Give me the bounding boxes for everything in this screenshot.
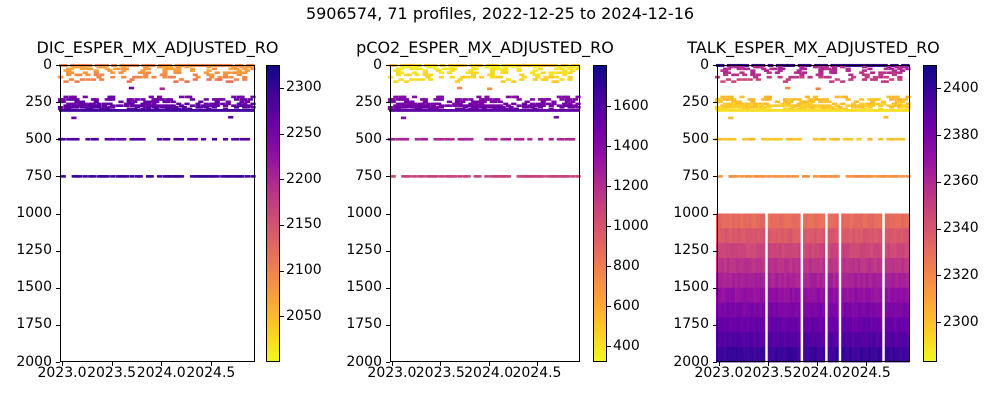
colorbar-tick-label: 1400 bbox=[613, 137, 649, 154]
x-tick-label: 2023.5 bbox=[87, 365, 137, 381]
y-tick-label: 1500 bbox=[16, 279, 52, 296]
colorbar-tick-label: 1200 bbox=[613, 177, 649, 194]
x-tick-label: 2024.5 bbox=[186, 365, 236, 381]
colorbar-tick-label: 2360 bbox=[943, 173, 979, 190]
y-tick-label: 1250 bbox=[673, 242, 709, 259]
y-tick-label: 750 bbox=[682, 167, 709, 184]
y-tick-label: 0 bbox=[700, 56, 709, 73]
colorbar-tick-label: 2300 bbox=[943, 313, 979, 330]
y-tick-label: 2000 bbox=[16, 353, 52, 370]
y-tick-label: 500 bbox=[682, 130, 709, 147]
subplot-title-pco2: pCO2_ESPER_MX_ADJUSTED_RO bbox=[356, 38, 614, 57]
x-tick-label: 2023.5 bbox=[743, 365, 793, 381]
y-tick-label: 0 bbox=[373, 56, 382, 73]
y-tick-label: 750 bbox=[25, 167, 52, 184]
x-tick-label: 2024.0 bbox=[464, 365, 514, 381]
y-tick-label: 2000 bbox=[346, 353, 382, 370]
y-tick-label: 250 bbox=[355, 93, 382, 110]
x-tick-label: 2023.0 bbox=[367, 365, 417, 381]
colorbar-tick-label: 2150 bbox=[286, 216, 322, 233]
y-tick-label: 500 bbox=[355, 130, 382, 147]
x-tick-label: 2023.5 bbox=[415, 365, 465, 381]
y-tick-label: 750 bbox=[355, 167, 382, 184]
colorbar-tick-label: 1600 bbox=[613, 97, 649, 114]
x-tick-label: 2024.0 bbox=[792, 365, 842, 381]
y-tick-label: 1750 bbox=[346, 316, 382, 333]
y-tick-label: 0 bbox=[43, 56, 52, 73]
y-tick-label: 250 bbox=[682, 93, 709, 110]
y-tick-label: 1750 bbox=[673, 316, 709, 333]
y-tick-label: 1000 bbox=[673, 205, 709, 221]
y-tick-label: 1250 bbox=[16, 242, 52, 259]
x-tick-label: 2024.5 bbox=[841, 365, 891, 381]
colorbar-tick-label: 600 bbox=[613, 297, 640, 314]
colorbar-tick-label: 2100 bbox=[286, 262, 322, 279]
colorbar-tick-label: 2340 bbox=[943, 220, 979, 237]
y-tick-label: 1500 bbox=[673, 279, 709, 296]
y-tick-label: 250 bbox=[25, 93, 52, 110]
colorbar-tick-label: 2380 bbox=[943, 126, 979, 143]
colorbar-tick-label: 2200 bbox=[286, 170, 322, 187]
y-tick-label: 1000 bbox=[346, 205, 382, 221]
subplot-title-dic: DIC_ESPER_MX_ADJUSTED_RO bbox=[36, 38, 279, 57]
colorbar-tick-label: 800 bbox=[613, 257, 640, 274]
y-tick-label: 1500 bbox=[346, 279, 382, 296]
colorbar-tick-label: 2300 bbox=[286, 79, 322, 96]
colorbar-tick-label: 1000 bbox=[613, 217, 649, 234]
y-tick-label: 500 bbox=[25, 130, 52, 147]
subplot-title-talk: TALK_ESPER_MX_ADJUSTED_RO bbox=[687, 38, 940, 57]
colorbar-tick-label: 2320 bbox=[943, 266, 979, 283]
colorbar-tick-label: 2400 bbox=[943, 79, 979, 96]
x-tick-label: 2023.0 bbox=[694, 365, 744, 381]
y-tick-label: 2000 bbox=[673, 353, 709, 370]
dic-section-canvas bbox=[50, 56, 290, 370]
colorbar-tick-label: 2050 bbox=[286, 307, 322, 324]
talk-section-canvas bbox=[707, 56, 947, 370]
x-tick-label: 2024.5 bbox=[512, 365, 562, 381]
pco2-section-canvas bbox=[380, 56, 617, 370]
y-tick-label: 1250 bbox=[346, 242, 382, 259]
colorbar-tick-label: 2250 bbox=[286, 125, 322, 142]
x-tick-label: 2023.0 bbox=[37, 365, 87, 381]
x-tick-label: 2024.0 bbox=[136, 365, 186, 381]
figure-title: 5906574, 71 profiles, 2022-12-25 to 2024… bbox=[305, 4, 695, 23]
y-tick-label: 1000 bbox=[16, 205, 52, 221]
colorbar-tick-label: 400 bbox=[613, 337, 640, 354]
y-tick-label: 1750 bbox=[16, 316, 52, 333]
